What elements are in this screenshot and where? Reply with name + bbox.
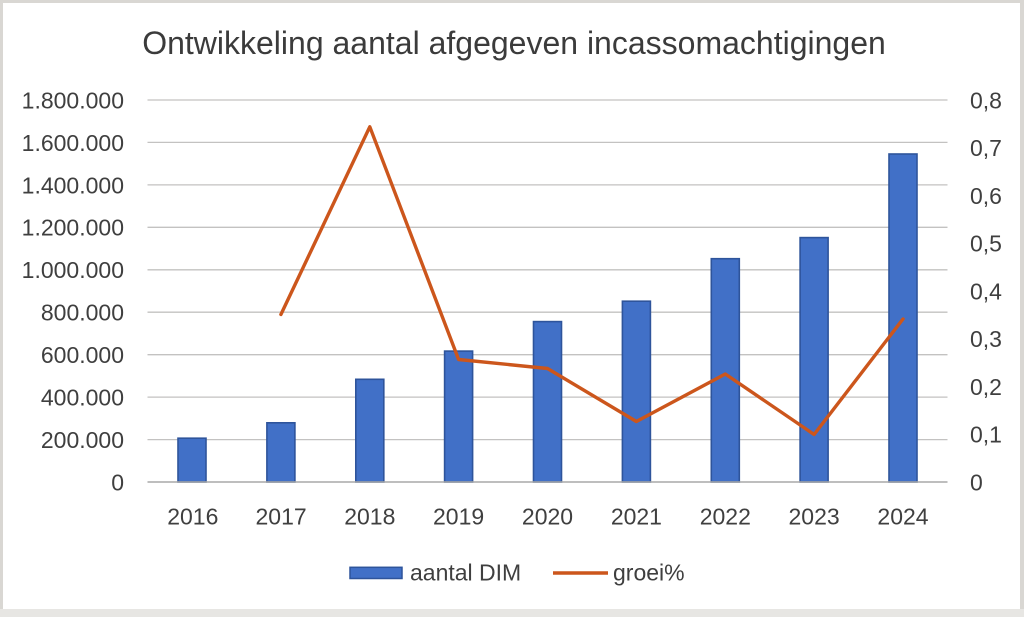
svg-text:2017: 2017 (256, 504, 307, 530)
svg-text:1.800.000: 1.800.000 (22, 87, 124, 113)
svg-text:Ontwikkeling aantal afgegeven: Ontwikkeling aantal afgegeven incassomac… (142, 25, 886, 61)
svg-text:2018: 2018 (344, 504, 395, 530)
svg-text:1.200.000: 1.200.000 (22, 215, 124, 241)
svg-text:600.000: 600.000 (41, 342, 124, 368)
svg-text:groei%: groei% (613, 560, 685, 586)
svg-text:2019: 2019 (433, 504, 484, 530)
svg-text:800.000: 800.000 (41, 300, 124, 326)
svg-text:1.600.000: 1.600.000 (22, 130, 124, 156)
svg-text:0,6: 0,6 (970, 183, 1002, 209)
svg-text:0: 0 (970, 469, 983, 495)
svg-text:0,3: 0,3 (970, 326, 1002, 352)
svg-text:0,1: 0,1 (970, 422, 1002, 448)
svg-text:2020: 2020 (522, 504, 573, 530)
svg-text:0,4: 0,4 (970, 278, 1002, 304)
svg-text:0,5: 0,5 (970, 231, 1002, 257)
svg-text:2022: 2022 (700, 504, 751, 530)
svg-text:0,7: 0,7 (970, 135, 1002, 161)
svg-text:2023: 2023 (789, 504, 840, 530)
svg-text:1.400.000: 1.400.000 (22, 172, 124, 198)
svg-text:0,8: 0,8 (970, 87, 1002, 113)
svg-text:200.000: 200.000 (41, 427, 124, 453)
svg-text:2021: 2021 (611, 504, 662, 530)
svg-text:0: 0 (111, 469, 124, 495)
svg-text:aantal DIM: aantal DIM (410, 560, 521, 586)
svg-text:400.000: 400.000 (41, 385, 124, 411)
svg-text:2024: 2024 (877, 504, 928, 530)
svg-text:2016: 2016 (167, 504, 218, 530)
svg-text:1.000.000: 1.000.000 (22, 257, 124, 283)
svg-text:0,2: 0,2 (970, 374, 1002, 400)
